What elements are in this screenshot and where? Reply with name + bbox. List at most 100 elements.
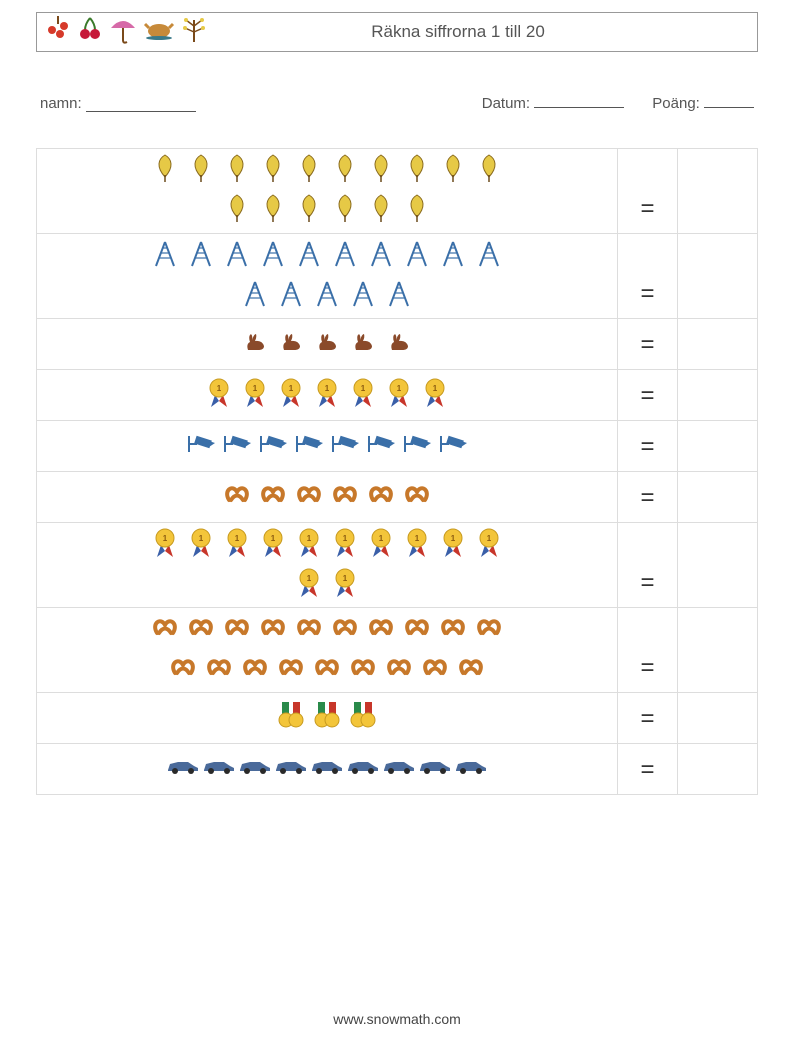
car-icon	[205, 755, 233, 783]
slide-icon	[313, 282, 341, 310]
table-row: =	[37, 149, 758, 234]
svg-text:1: 1	[289, 384, 294, 393]
pretzel-icon	[475, 616, 503, 644]
svg-text:1: 1	[397, 384, 402, 393]
table-row: 1111111=	[37, 370, 758, 421]
medal-icon: 1	[421, 381, 449, 409]
count-cell	[37, 149, 618, 233]
svg-text:1: 1	[199, 534, 204, 543]
name-blank[interactable]	[86, 98, 196, 112]
pretzel-icon	[331, 483, 359, 511]
answer-cell[interactable]	[678, 693, 758, 743]
count-cell	[37, 319, 618, 369]
count-cell	[37, 693, 618, 743]
car-icon	[457, 755, 485, 783]
slide-icon	[151, 242, 179, 270]
pretzel-icon	[331, 616, 359, 644]
medal-icon: 1	[259, 531, 287, 559]
leaf-icon	[331, 197, 359, 225]
slide-icon	[475, 242, 503, 270]
svg-text:1: 1	[361, 384, 366, 393]
pretzel-icon	[259, 616, 287, 644]
dmedal-icon	[277, 704, 305, 732]
count-cell: 111111111111	[37, 523, 618, 607]
slide-icon	[385, 282, 413, 310]
medal-icon: 1	[331, 531, 359, 559]
equals-cell: =	[618, 744, 678, 794]
header-icon-row	[45, 14, 207, 51]
equals-cell: =	[618, 370, 678, 420]
bunny-icon	[241, 330, 269, 358]
bunny-icon	[349, 330, 377, 358]
answer-cell[interactable]	[678, 523, 758, 607]
score-label: Poäng:	[652, 95, 700, 112]
leaf-icon	[151, 157, 179, 185]
car-icon	[277, 755, 305, 783]
berries-icon	[45, 14, 71, 51]
svg-text:1: 1	[235, 534, 240, 543]
score-blank[interactable]	[704, 94, 754, 108]
pretzel-icon	[367, 616, 395, 644]
pretzel-icon	[241, 656, 269, 684]
pretzel-icon	[169, 656, 197, 684]
leaf-icon	[295, 197, 323, 225]
tree-icon	[181, 14, 207, 51]
medal-icon: 1	[439, 531, 467, 559]
leaf-icon	[367, 197, 395, 225]
slide-icon	[241, 282, 269, 310]
answer-cell[interactable]	[678, 370, 758, 420]
leaf-icon	[223, 157, 251, 185]
pretzel-icon	[403, 483, 431, 511]
car-icon	[169, 755, 197, 783]
count-cell	[37, 421, 618, 471]
pretzel-icon	[223, 483, 251, 511]
answer-cell[interactable]	[678, 608, 758, 692]
leaf-icon	[331, 157, 359, 185]
slide-icon	[403, 242, 431, 270]
svg-text:1: 1	[343, 534, 348, 543]
leaf-icon	[259, 197, 287, 225]
worksheet-header: Räkna siffrorna 1 till 20	[36, 12, 758, 52]
svg-text:1: 1	[271, 534, 276, 543]
medal-icon: 1	[223, 531, 251, 559]
answer-cell[interactable]	[678, 421, 758, 471]
svg-text:1: 1	[415, 534, 420, 543]
slide-icon	[439, 242, 467, 270]
leaf-icon	[187, 157, 215, 185]
cctv-icon	[259, 432, 287, 460]
answer-cell[interactable]	[678, 234, 758, 318]
medal-icon: 1	[187, 531, 215, 559]
medal-icon: 1	[313, 381, 341, 409]
answer-cell[interactable]	[678, 472, 758, 522]
slide-icon	[223, 242, 251, 270]
cctv-icon	[187, 432, 215, 460]
bunny-icon	[313, 330, 341, 358]
leaf-icon	[403, 157, 431, 185]
dmedal-icon	[313, 704, 341, 732]
car-icon	[241, 755, 269, 783]
cctv-icon	[403, 432, 431, 460]
medal-icon: 1	[331, 571, 359, 599]
equals-cell: =	[618, 421, 678, 471]
medal-icon: 1	[277, 381, 305, 409]
leaf-icon	[367, 157, 395, 185]
count-cell: 1111111	[37, 370, 618, 420]
answer-cell[interactable]	[678, 744, 758, 794]
cctv-icon	[367, 432, 395, 460]
svg-text:1: 1	[487, 534, 492, 543]
slide-icon	[367, 242, 395, 270]
table-row: =	[37, 693, 758, 744]
slide-icon	[349, 282, 377, 310]
cctv-icon	[295, 432, 323, 460]
date-blank[interactable]	[534, 94, 624, 108]
table-row: =	[37, 234, 758, 319]
pretzel-icon	[313, 656, 341, 684]
equals-cell: =	[618, 319, 678, 369]
answer-cell[interactable]	[678, 149, 758, 233]
answer-cell[interactable]	[678, 319, 758, 369]
pretzel-icon	[349, 656, 377, 684]
turkey-icon	[143, 16, 175, 49]
svg-text:1: 1	[307, 534, 312, 543]
pretzel-icon	[295, 616, 323, 644]
pretzel-icon	[367, 483, 395, 511]
